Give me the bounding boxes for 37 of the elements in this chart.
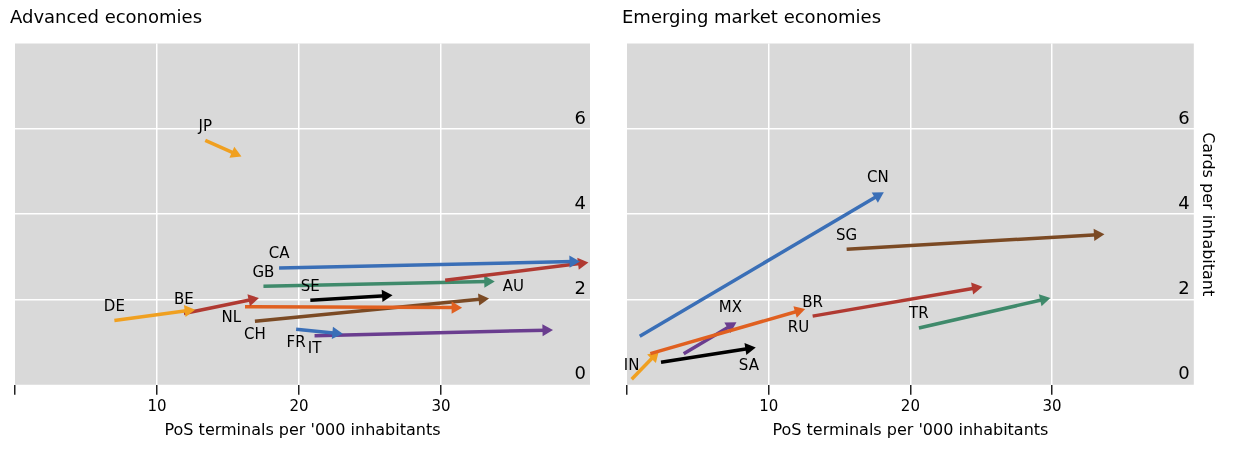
series-label: RU <box>787 318 810 337</box>
series-label: FR <box>286 332 306 351</box>
x-tick-label: 30 <box>1042 396 1062 415</box>
y-tick-label: 4 <box>1178 191 1190 213</box>
series-label: AU <box>502 277 524 296</box>
series-label: TR <box>908 304 929 323</box>
series-label: IT <box>307 339 323 358</box>
x-axis-title: PoS terminals per '000 inhabitants <box>772 419 1049 439</box>
y-tick-label: 6 <box>1178 106 1190 128</box>
y-tick-label: 0 <box>1178 362 1190 384</box>
series-label: CA <box>268 244 291 263</box>
x-tick-label: 20 <box>900 396 920 415</box>
y-axis-title: Cards per inhabitant <box>1199 132 1219 297</box>
series-label: JP <box>197 116 212 135</box>
series-label: DE <box>103 296 125 315</box>
series-label: BR <box>802 292 823 311</box>
series-label: IN <box>623 355 640 374</box>
series-label: GB <box>252 262 275 281</box>
series-label: SA <box>738 355 760 374</box>
series-label: BE <box>174 289 194 308</box>
x-tick-label: 10 <box>147 396 167 415</box>
series-label: SG <box>836 225 858 244</box>
y-tick-label: 2 <box>574 277 586 299</box>
y-tick-label: 0 <box>574 362 586 384</box>
y-tick-label: 2 <box>1178 277 1190 299</box>
series-label: NL <box>221 308 242 327</box>
x-tick-label: 10 <box>759 396 779 415</box>
x-tick-label: 30 <box>431 396 451 415</box>
series-label: CN <box>866 168 889 187</box>
series-label: MX <box>718 298 743 317</box>
y-tick-label: 4 <box>574 191 586 213</box>
chart-title: Advanced economies <box>10 6 203 28</box>
x-tick-label: 20 <box>289 396 309 415</box>
chart-title: Emerging market economies <box>622 6 882 28</box>
series-label: CH <box>244 324 266 343</box>
x-axis-title: PoS terminals per '000 inhabitants <box>164 419 441 439</box>
y-tick-label: 6 <box>574 106 586 128</box>
